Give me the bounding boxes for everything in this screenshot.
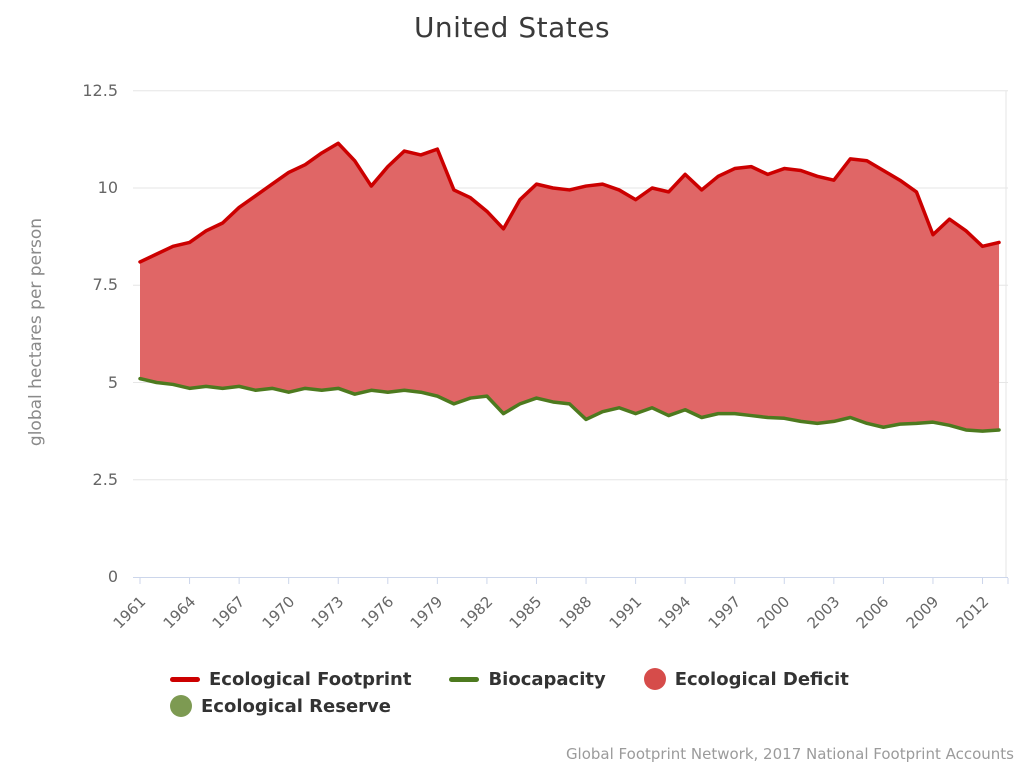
legend-item-ecological-footprint[interactable]: Ecological Footprint <box>170 669 411 690</box>
y-tick-label: 2.5 <box>92 469 118 489</box>
y-tick-label: 5 <box>107 372 118 392</box>
reserve-circle-swatch <box>170 695 192 717</box>
legend-item-ecological-deficit[interactable]: Ecological Deficit <box>643 668 849 690</box>
y-tick-label: 10 <box>97 178 118 197</box>
legend-label: Ecological Deficit <box>674 668 849 690</box>
legend-label: Ecological Footprint <box>209 668 412 690</box>
footprint-line <box>138 141 1001 264</box>
biocapacity-line-swatch <box>449 676 480 682</box>
deficit-area <box>140 143 1000 432</box>
legend-row-1: Ecological Footprint Biocapacity Ecologi… <box>170 668 887 690</box>
legend-item-ecological-reserve[interactable]: Ecological Reserve <box>170 695 391 717</box>
legend-row-2: Ecological Reserve <box>170 695 887 717</box>
footprint-line-swatch <box>170 676 200 682</box>
chart-title: United States <box>413 11 611 44</box>
deficit-circle-swatch <box>643 668 666 690</box>
credits: Global Footprint Network, 2017 National … <box>565 745 1014 763</box>
legend-label: Biocapacity <box>488 668 606 690</box>
y-tick-label: 7.5 <box>92 275 118 295</box>
biocapacity-line <box>138 376 1001 433</box>
legend-item-biocapacity[interactable]: Biocapacity <box>449 668 606 690</box>
y-tick-label: 12.5 <box>82 80 118 100</box>
y-tick-label: 0 <box>107 567 118 586</box>
legend-label: Ecological Reserve <box>201 695 391 717</box>
legend: Ecological Footprint Biocapacity Ecologi… <box>170 668 887 722</box>
